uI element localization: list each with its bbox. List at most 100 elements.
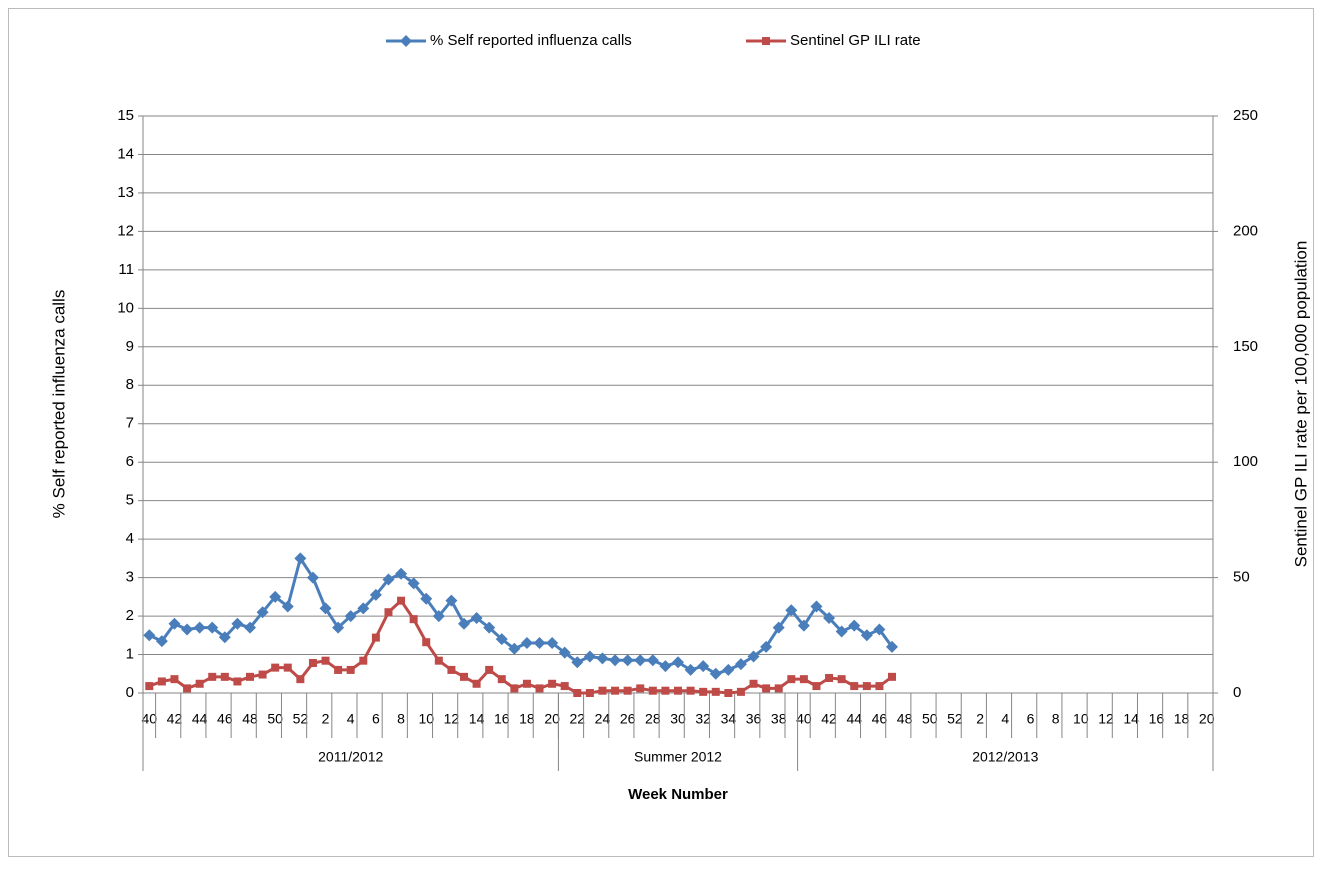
- data-point: [258, 670, 267, 679]
- x-tick-label: 4: [1001, 711, 1009, 727]
- data-point: [244, 621, 256, 634]
- data-point: [724, 689, 733, 697]
- y2-tick-label: 100: [1233, 453, 1258, 470]
- data-point: [799, 675, 808, 684]
- x-tick-label: 34: [721, 711, 737, 727]
- data-point: [835, 625, 848, 638]
- y-tick-label: 15: [117, 107, 134, 124]
- x-tick-label: 32: [695, 711, 711, 727]
- data-point: [760, 640, 773, 653]
- data-point: [472, 679, 481, 688]
- data-point: [206, 621, 219, 634]
- data-point: [596, 652, 609, 665]
- data-point: [445, 594, 458, 607]
- x-tick-label: 20: [544, 711, 560, 727]
- x-axis-title: Week Number: [628, 786, 728, 803]
- data-point: [546, 636, 559, 649]
- data-point: [585, 689, 594, 697]
- data-point: [294, 552, 307, 565]
- data-point: [193, 621, 206, 634]
- x-tick-label: 18: [519, 711, 535, 727]
- data-point: [623, 686, 632, 695]
- data-point: [308, 658, 317, 667]
- data-point: [810, 600, 823, 613]
- data-point: [621, 654, 634, 667]
- legend-marker: [400, 35, 412, 47]
- data-point: [384, 608, 393, 617]
- y-tick-label: 14: [117, 145, 134, 162]
- group-label: 2012/2013: [972, 749, 1038, 765]
- data-point: [812, 682, 821, 691]
- x-tick-label: 50: [267, 711, 283, 727]
- data-point: [483, 621, 496, 634]
- data-point: [888, 672, 896, 681]
- data-point: [195, 679, 204, 688]
- data-point: [634, 654, 647, 667]
- y-tick-label: 0: [126, 684, 134, 701]
- x-tick-label: 52: [293, 711, 309, 727]
- data-point: [875, 682, 884, 691]
- data-point: [407, 577, 420, 590]
- x-tick-label: 30: [670, 711, 686, 727]
- data-point: [535, 684, 544, 693]
- y2-tick-label: 150: [1233, 338, 1258, 355]
- x-tick-label: 24: [595, 711, 611, 727]
- data-point: [646, 654, 659, 667]
- x-tick-label: 6: [1027, 711, 1035, 727]
- data-point: [699, 687, 708, 696]
- x-tick-label: 2: [976, 711, 984, 727]
- data-point: [296, 675, 305, 684]
- data-point: [533, 636, 546, 649]
- x-tick-label: 2: [322, 711, 330, 727]
- x-tick-label: 10: [418, 711, 434, 727]
- data-point: [672, 656, 684, 669]
- data-point: [747, 650, 760, 663]
- data-point: [659, 660, 672, 673]
- x-tick-label: 18: [1174, 711, 1190, 727]
- data-point: [470, 611, 483, 624]
- y-tick-label: 3: [126, 569, 134, 586]
- data-point: [447, 665, 456, 674]
- x-tick-label: 52: [947, 711, 963, 727]
- data-point: [848, 619, 861, 632]
- data-point: [332, 621, 345, 634]
- y-tick-label: 8: [126, 376, 134, 393]
- x-tick-label: 8: [1052, 711, 1060, 727]
- data-point: [271, 663, 280, 672]
- x-tick-label: 42: [821, 711, 837, 727]
- data-point: [157, 677, 166, 686]
- group-label: Summer 2012: [634, 749, 722, 765]
- y2-tick-label: 200: [1233, 222, 1258, 239]
- x-tick-label: 48: [242, 711, 258, 727]
- data-point: [231, 617, 244, 630]
- data-point: [825, 673, 834, 682]
- y-tick-label: 13: [117, 184, 134, 201]
- data-point: [485, 665, 494, 674]
- x-tick-label: 14: [469, 711, 485, 727]
- legend-label: % Self reported influenza calls: [430, 32, 632, 49]
- y-tick-label: 4: [126, 530, 134, 547]
- data-point: [283, 663, 292, 672]
- data-point: [797, 619, 810, 632]
- data-point: [823, 611, 836, 624]
- data-point: [218, 631, 231, 644]
- y-axis-title: % Self reported influenza calls: [49, 290, 68, 519]
- data-point: [674, 686, 682, 695]
- data-point: [256, 606, 269, 619]
- data-point: [571, 656, 584, 669]
- data-point: [734, 658, 747, 671]
- data-point: [334, 665, 343, 674]
- data-point: [686, 686, 695, 695]
- x-tick-label: 22: [570, 711, 586, 727]
- y-tick-label: 10: [117, 299, 134, 316]
- data-point: [369, 588, 382, 601]
- data-point: [648, 686, 657, 695]
- x-tick-label: 44: [192, 711, 208, 727]
- data-point: [321, 656, 330, 665]
- legend-label: Sentinel GP ILI rate: [790, 32, 921, 49]
- data-point: [269, 590, 282, 603]
- y2-tick-label: 50: [1233, 569, 1250, 586]
- x-tick-label: 46: [217, 711, 233, 727]
- y2-tick-label: 0: [1233, 684, 1241, 701]
- data-point: [420, 592, 433, 605]
